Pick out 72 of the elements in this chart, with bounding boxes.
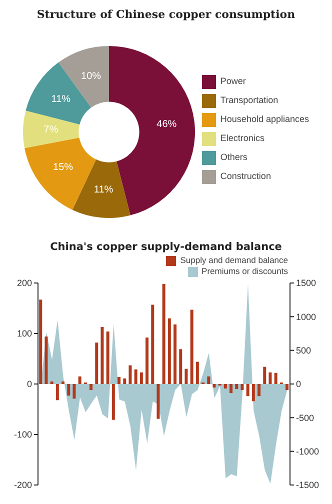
y2-tick-label: -1500: [296, 480, 320, 490]
bar: [67, 384, 70, 396]
bar: [146, 338, 149, 384]
bar: [184, 368, 188, 384]
bar: [134, 369, 138, 384]
bar: [212, 384, 216, 388]
y2-tick-label: 500: [296, 346, 312, 356]
bar: [263, 366, 266, 384]
y-tick-label: 100: [16, 328, 32, 339]
y-tick-label: -100: [14, 430, 32, 440]
donut-slice: [24, 138, 96, 210]
data-label: 7%: [44, 124, 58, 136]
bar: [128, 365, 132, 384]
bar: [207, 376, 210, 384]
data-label: 46%: [156, 119, 177, 130]
bar: [50, 381, 54, 384]
legend-label: Power: [220, 76, 246, 86]
donut-slice: [72, 159, 130, 218]
y2-tick-label: 1000: [296, 312, 316, 322]
bar: [44, 336, 48, 384]
bar: [106, 331, 110, 384]
bar: [78, 376, 82, 384]
legend-label: Transportation: [220, 95, 278, 105]
bar: [174, 324, 177, 384]
bar: [118, 376, 121, 384]
bar: [72, 384, 76, 399]
bar: [156, 384, 160, 419]
bar: [56, 384, 59, 400]
bar: [100, 326, 104, 384]
bar: [62, 381, 65, 384]
y2-tick-label: -1000: [296, 446, 320, 457]
bar: [95, 342, 98, 384]
bar: [190, 310, 194, 384]
data-label: 11%: [94, 184, 114, 196]
bar: [258, 384, 261, 396]
bar: [140, 372, 143, 384]
y-tick-label: -200: [14, 480, 32, 490]
bar: [286, 384, 289, 390]
y2-tick-label: -500: [296, 412, 314, 423]
bar: [123, 378, 126, 384]
y-tick-label: 0: [26, 379, 32, 390]
legend-label: Others: [220, 152, 248, 162]
bar: [274, 372, 278, 384]
legend-label: Electronics: [220, 133, 264, 143]
legend-label: Premiums or discounts: [202, 266, 288, 276]
bar: [196, 362, 199, 384]
data-label: 15%: [53, 162, 74, 174]
y-tick-label: 200: [16, 278, 32, 288]
y2-tick-label: 0: [296, 379, 302, 390]
legend-label: Household appliances: [220, 114, 309, 124]
bar: [179, 349, 182, 384]
bar: [151, 304, 154, 384]
bar: [252, 384, 255, 402]
data-label: 10%: [81, 71, 102, 82]
y2-tick-label: 1500: [296, 278, 316, 288]
donut-slice: [23, 110, 80, 148]
bar: [230, 384, 233, 394]
bar: [112, 384, 115, 420]
bar: [90, 384, 93, 390]
bar: [162, 284, 166, 384]
chart-title: China's copper supply-demand balance: [49, 241, 283, 253]
bar: [168, 318, 171, 384]
bar: [235, 384, 238, 390]
bar: [240, 384, 244, 390]
bar: [224, 384, 227, 389]
legend-label: Construction: [220, 171, 271, 181]
legend-label: Supply and demand balance: [180, 255, 288, 265]
bar: [246, 384, 250, 396]
chart-title: Structure of Chinese copper consumption: [36, 8, 296, 21]
data-label: 11%: [51, 94, 71, 105]
bar: [39, 300, 42, 384]
bar: [268, 372, 272, 384]
